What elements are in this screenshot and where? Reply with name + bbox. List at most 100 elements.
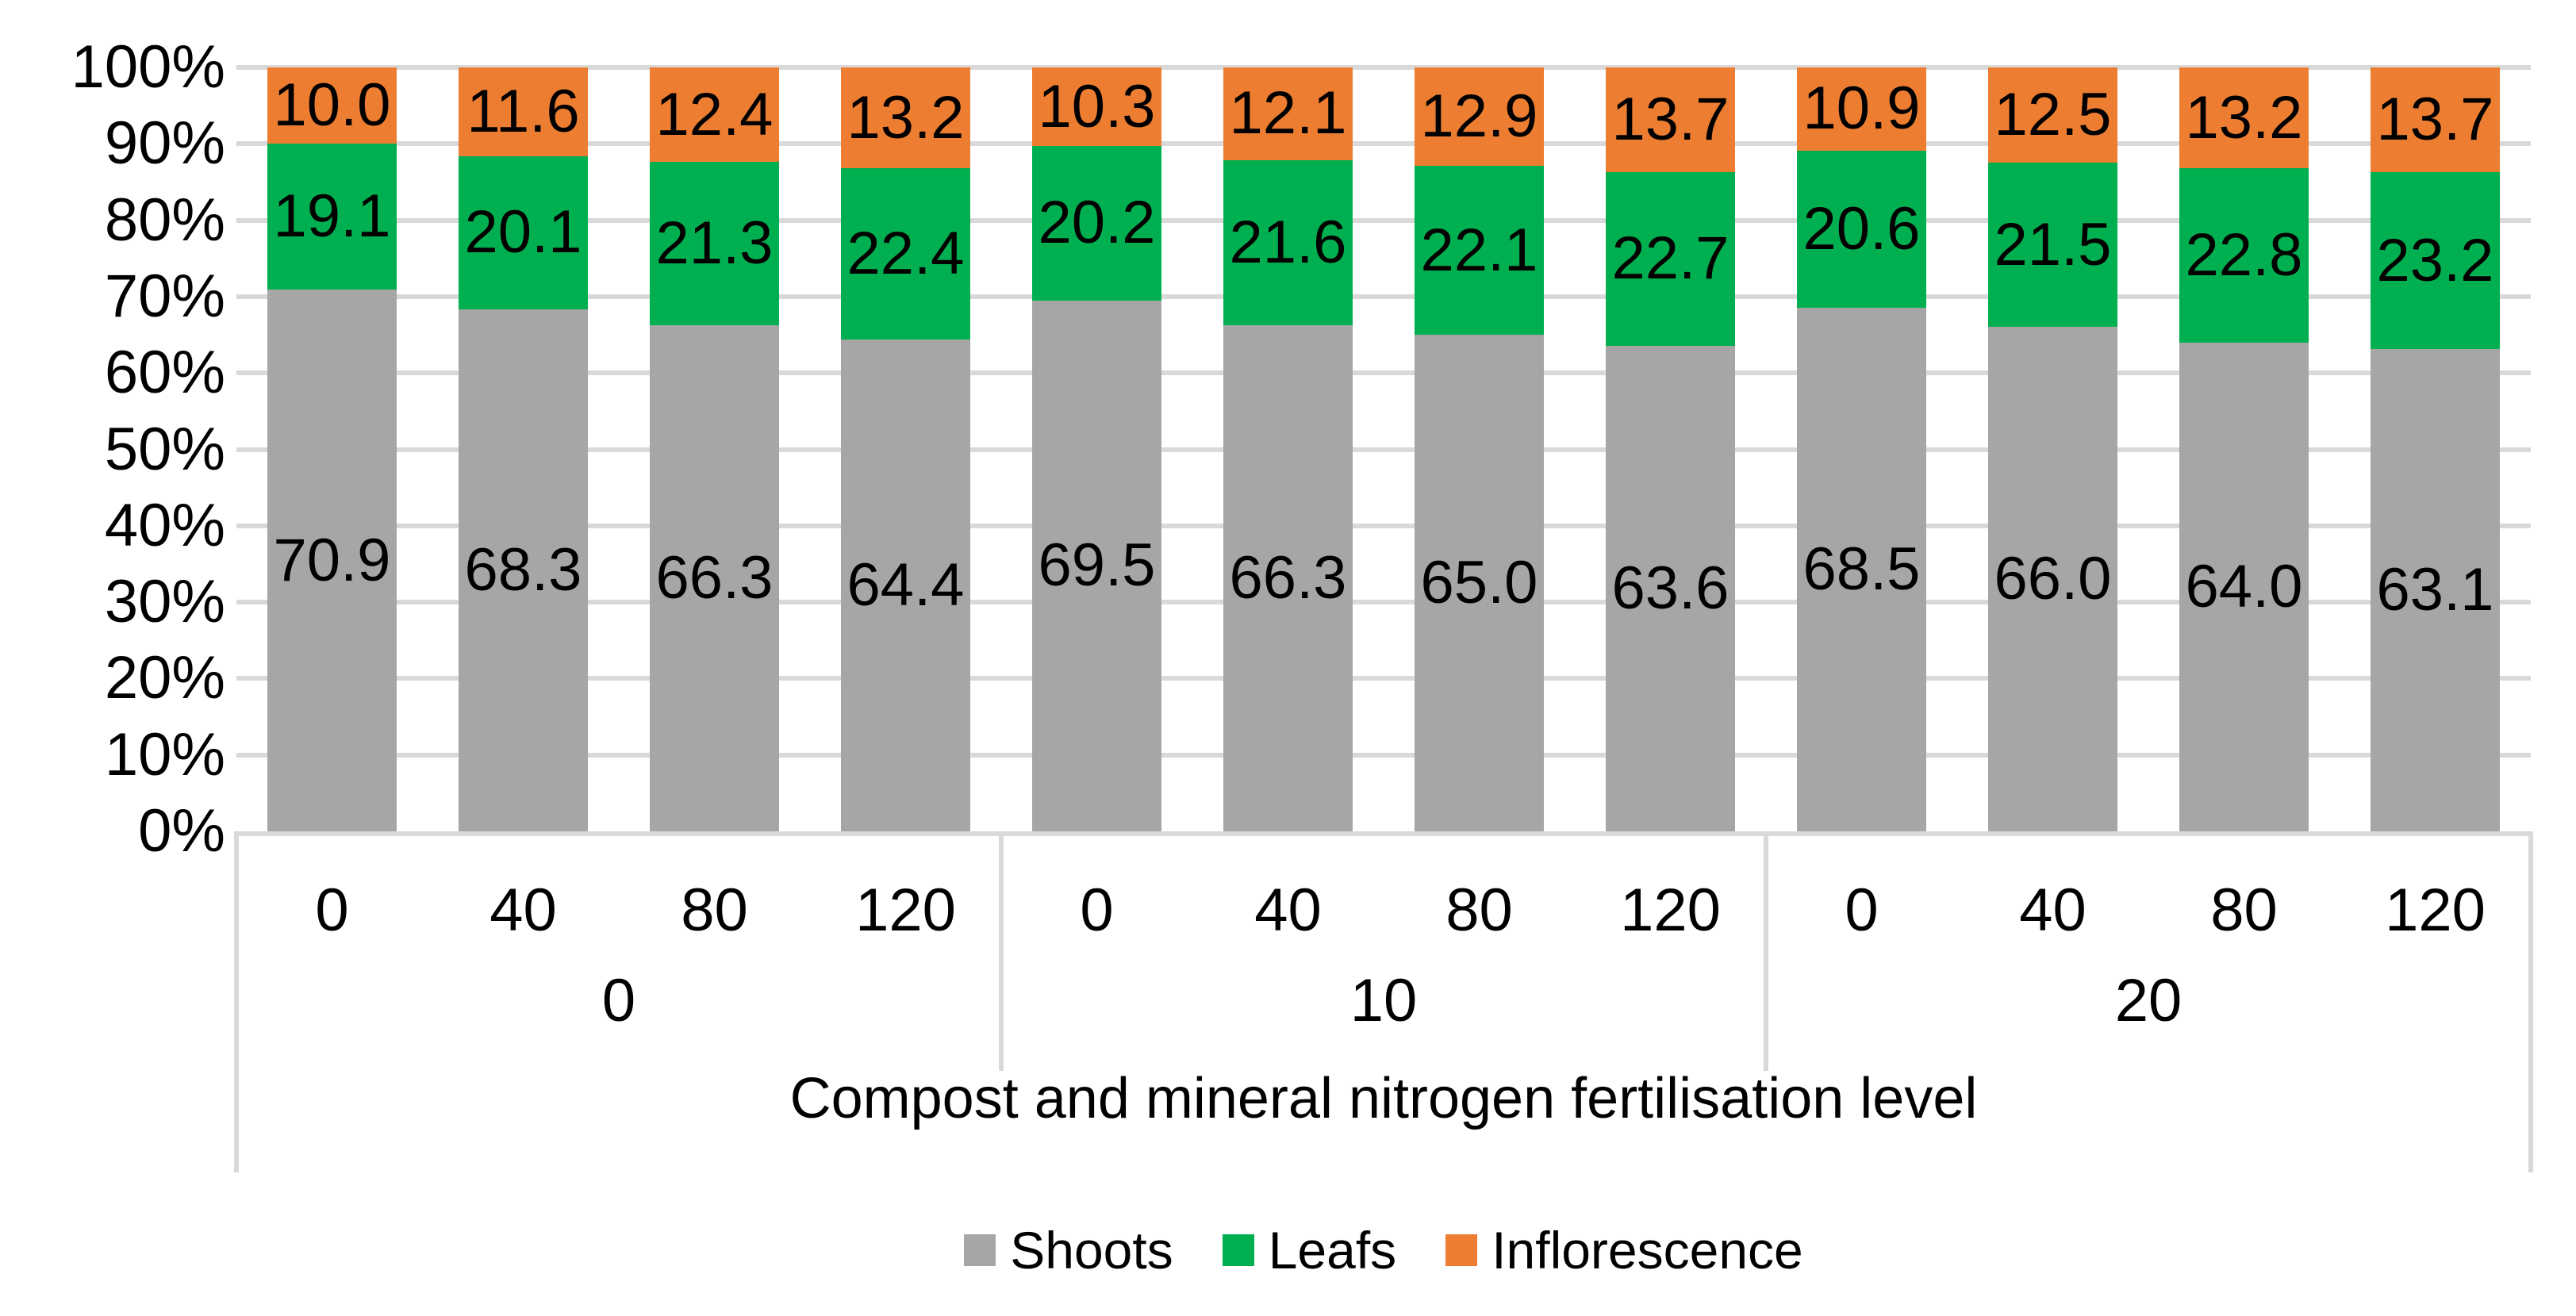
bar-value-label: 13.2: [847, 83, 965, 152]
bar-segment-leafs: [1032, 146, 1161, 301]
y-axis-tick-label: 20%: [104, 644, 225, 712]
bar-value-label: 21.6: [1229, 208, 1347, 276]
legend-label: Leafs: [1268, 1221, 1397, 1280]
bar-segment-shoots: [1797, 308, 1926, 831]
bar-value-label: 64.0: [2185, 552, 2303, 620]
bar-segment-shoots: [1988, 327, 2117, 831]
y-axis-tick-label: 100%: [71, 33, 225, 101]
gridline-70: [236, 294, 2531, 299]
bar-value-label: 12.1: [1229, 79, 1347, 148]
legend-item-shoots: Shoots: [964, 1220, 1173, 1280]
bar-segment-leafs: [1606, 171, 1735, 346]
bar-value-label: 13.7: [1611, 85, 1729, 153]
y-axis-tick-label: 10%: [104, 720, 225, 788]
sub-category-label: 0: [1845, 877, 1879, 944]
bar-segment-leafs: [650, 162, 779, 325]
axis-right-boundary-line: [2528, 831, 2533, 1172]
y-axis-tick-label: 30%: [104, 568, 225, 636]
gridline-80: [236, 217, 2531, 223]
bar-value-label: 64.4: [847, 551, 965, 619]
bar-value-label: 69.5: [1038, 531, 1156, 600]
sub-category-label: 120: [2385, 877, 2486, 944]
bar-value-label: 12.5: [1994, 81, 2112, 149]
bar-value-label: 19.1: [273, 182, 391, 251]
sub-category-label: 40: [489, 877, 557, 944]
bar-segment-inflorescence: [1606, 67, 1735, 172]
legend-swatch-leafs: [1222, 1234, 1254, 1266]
bar-value-label: 12.9: [1420, 82, 1538, 151]
x-axis-line: [236, 831, 2531, 836]
bar-segment-inflorescence: [2179, 67, 2309, 169]
bar-value-label: 10.0: [273, 71, 391, 140]
bar-value-label: 20.6: [1802, 195, 1921, 263]
y-axis-tick-label: 70%: [104, 262, 225, 330]
gridline-20: [236, 676, 2531, 681]
bar-value-label: 21.3: [655, 209, 774, 277]
legend-item-inflorescence: Inflorescence: [1445, 1220, 1803, 1280]
bar-value-label: 66.0: [1994, 545, 2112, 613]
category-divider-line: [1764, 831, 1768, 1071]
bar-value-label: 63.6: [1611, 554, 1729, 622]
bar-segment-shoots: [1606, 345, 1735, 831]
bar-segment-inflorescence: [1988, 67, 2117, 163]
gridline-10: [236, 752, 2531, 758]
bar-value-label: 70.9: [273, 526, 391, 594]
bar-segment-leafs: [2179, 168, 2309, 343]
bar-segment-inflorescence: [1032, 67, 1161, 147]
bar-value-label: 66.3: [655, 543, 774, 612]
legend-item-leafs: Leafs: [1222, 1220, 1397, 1280]
bar-segment-shoots: [1032, 300, 1161, 831]
y-axis-tick-label: 50%: [104, 415, 225, 483]
x-axis-title: Compost and mineral nitrogen fertilisati…: [789, 1067, 1978, 1130]
bar-value-label: 63.1: [2376, 556, 2494, 624]
bar-value-label: 13.7: [2376, 85, 2494, 153]
gridline-100: [236, 65, 2531, 70]
bar-value-label: 13.2: [2185, 83, 2303, 152]
bar-value-label: 22.1: [1420, 216, 1538, 284]
category-divider-line: [999, 831, 1004, 1071]
legend-swatch-shoots: [964, 1234, 996, 1266]
sub-category-label: 80: [1445, 877, 1513, 944]
sub-category-label: 40: [2019, 877, 2087, 944]
bar-segment-inflorescence: [1415, 67, 1544, 167]
gridline-60: [236, 370, 2531, 376]
bar-segment-leafs: [1223, 159, 1353, 325]
y-axis-tick-label: 90%: [104, 109, 225, 178]
gridline-30: [236, 600, 2531, 605]
y-axis-tick-label: 40%: [104, 491, 225, 559]
bar-segment-shoots: [1223, 324, 1353, 831]
bar-segment-inflorescence: [1797, 67, 1926, 151]
bar-segment-leafs: [2371, 171, 2500, 350]
bar-segment-shoots: [841, 339, 970, 831]
gridline-90: [236, 141, 2531, 147]
bar-segment-leafs: [459, 155, 588, 310]
sub-category-label: 120: [855, 877, 956, 944]
bar-value-label: 11.6: [466, 77, 580, 145]
group-label: 10: [1349, 967, 1418, 1034]
bar-segment-leafs: [267, 144, 397, 290]
legend-label: Inflorescence: [1491, 1221, 1803, 1280]
sub-category-label: 80: [681, 877, 748, 944]
gridline-50: [236, 447, 2531, 452]
bar-segment-shoots: [2179, 342, 2309, 831]
axis-left-boundary-line: [234, 831, 239, 1172]
sub-category-label: 0: [315, 877, 349, 944]
bar-segment-inflorescence: [267, 67, 397, 144]
bar-segment-leafs: [1415, 166, 1544, 336]
bar-value-label: 21.5: [1994, 210, 2112, 278]
bar-segment-inflorescence: [841, 67, 970, 169]
bar-segment-shoots: [1415, 335, 1544, 831]
sub-category-label: 80: [2210, 877, 2278, 944]
bar-value-label: 10.9: [1802, 75, 1921, 143]
bar-value-label: 22.4: [847, 219, 965, 287]
sub-category-label: 120: [1620, 877, 1721, 944]
bar-value-label: 68.3: [464, 536, 582, 604]
bar-value-label: 22.8: [2185, 221, 2303, 289]
legend-label: Shoots: [1010, 1221, 1173, 1280]
gridline-40: [236, 523, 2531, 528]
bar-segment-leafs: [1797, 150, 1926, 309]
bar-value-label: 22.7: [1611, 224, 1729, 293]
sub-category-label: 40: [1254, 877, 1322, 944]
